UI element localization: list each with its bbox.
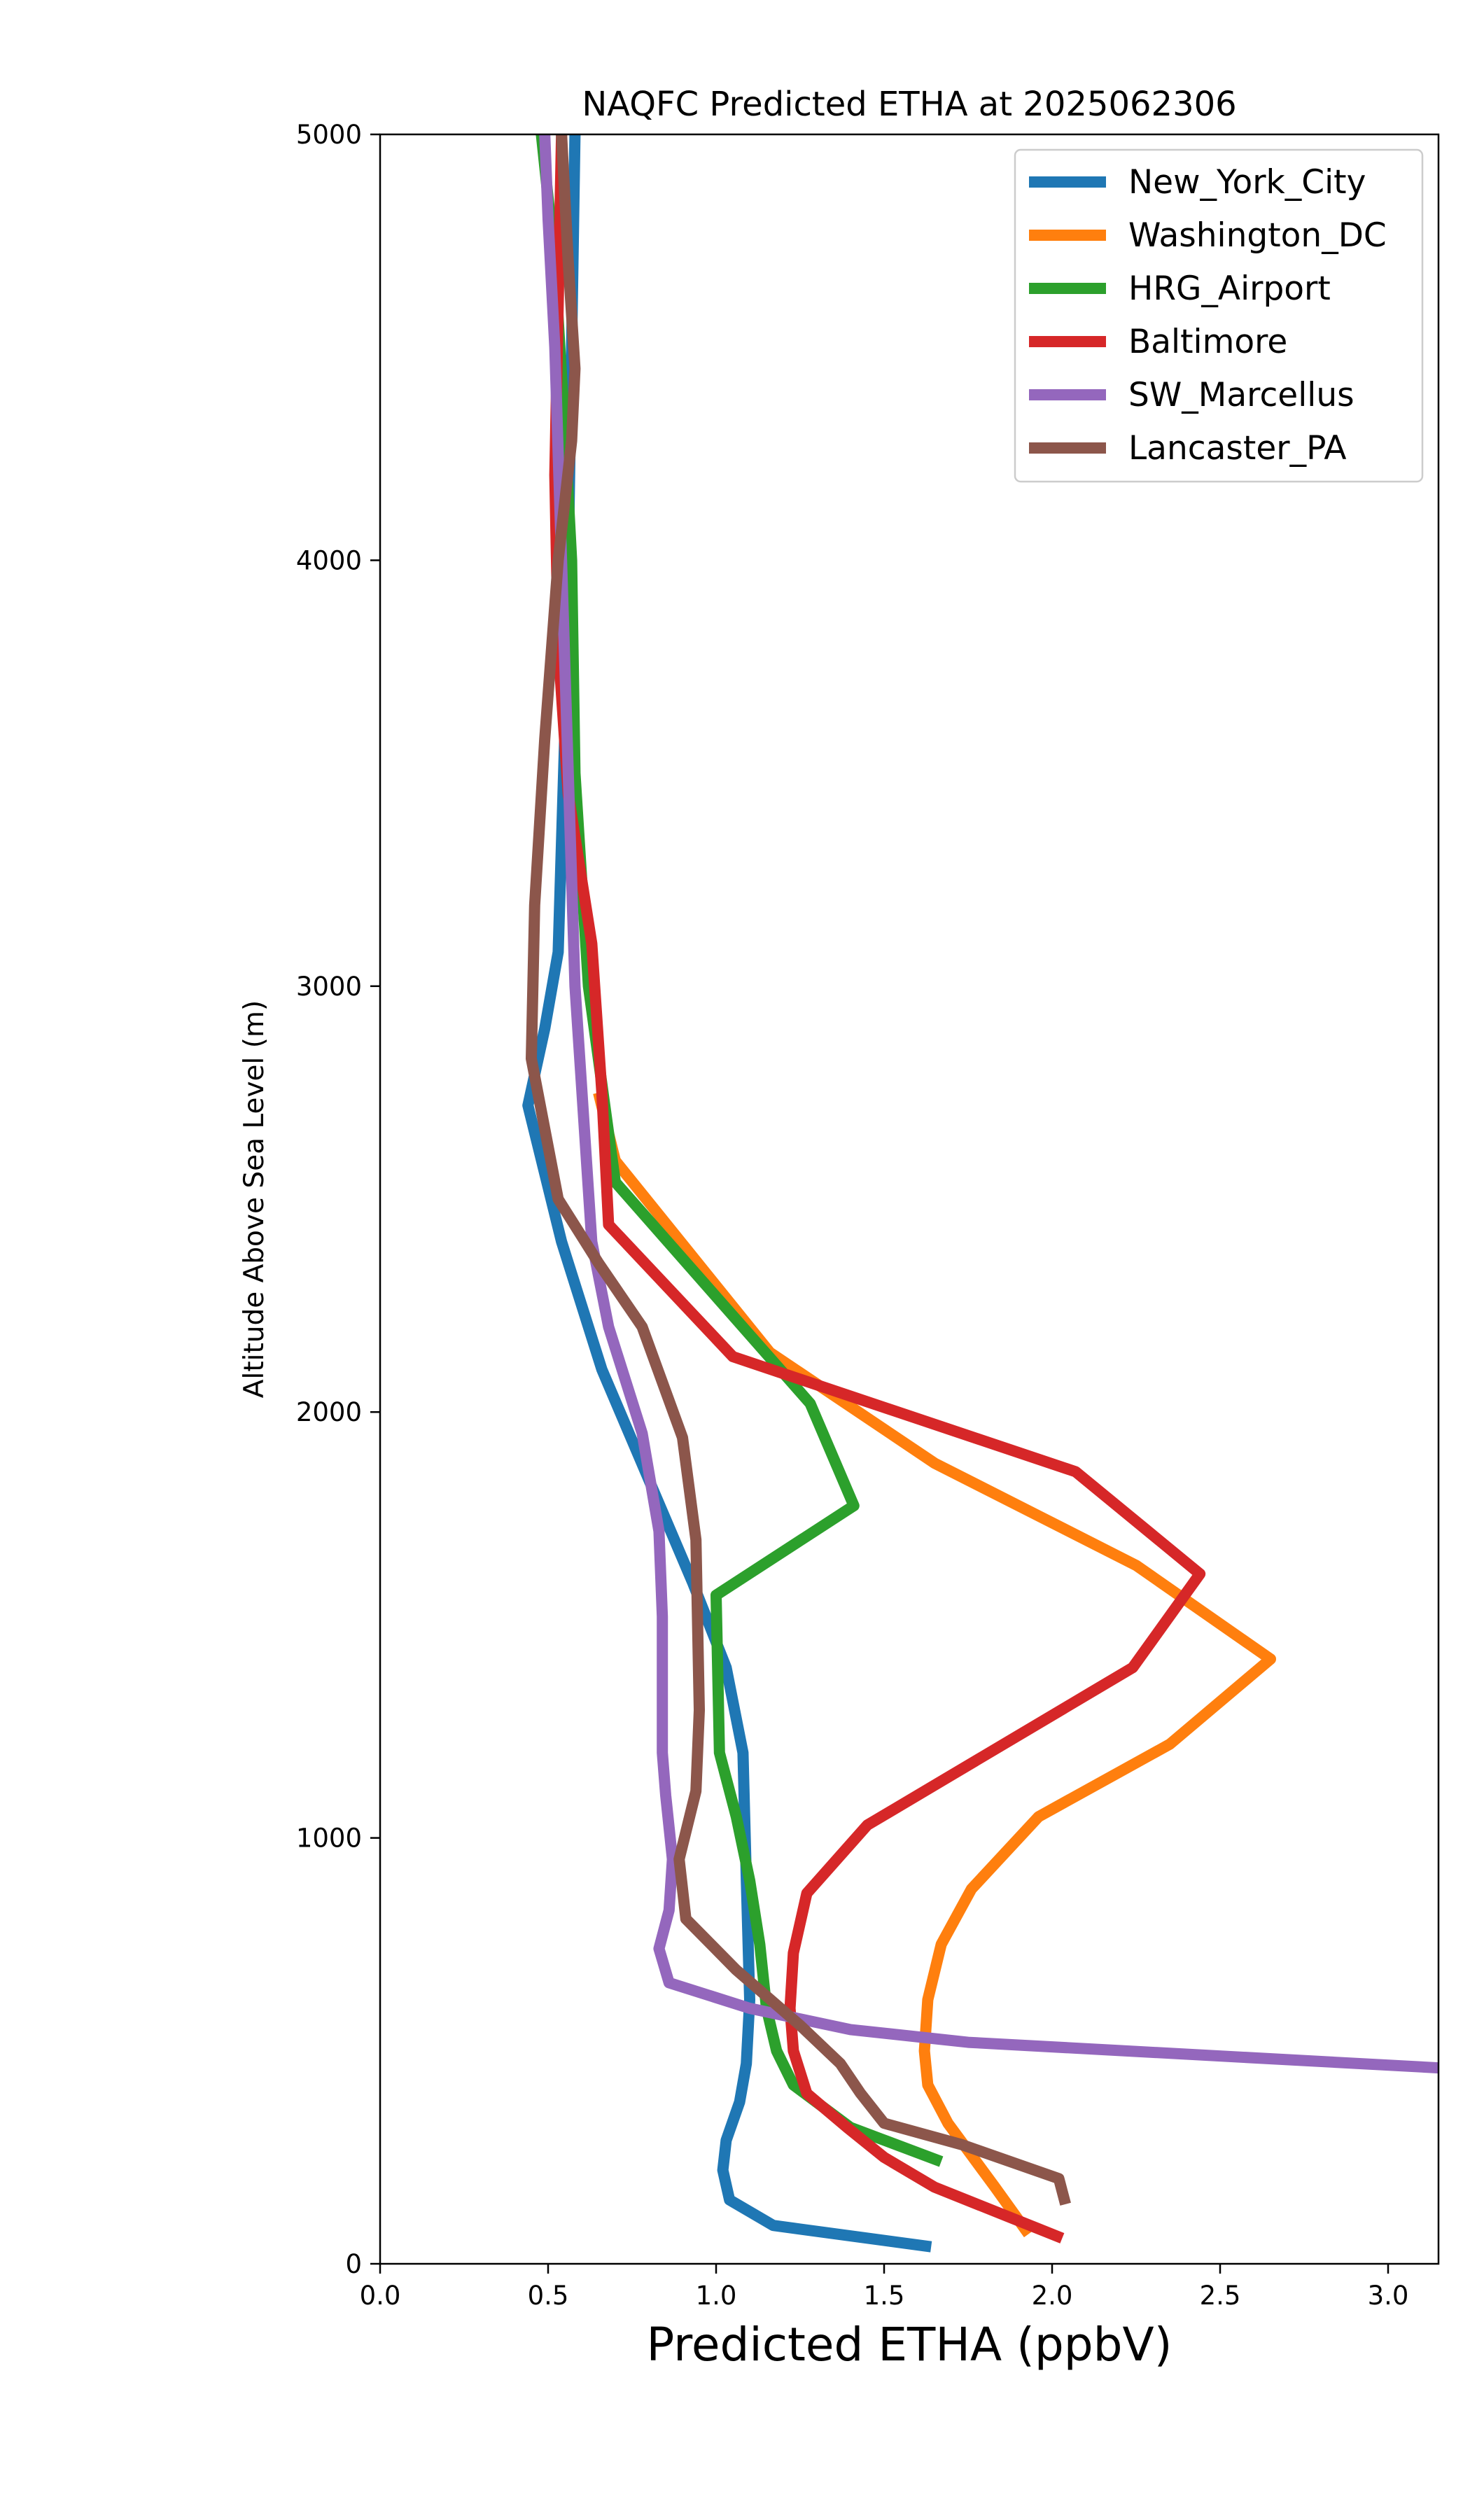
y-tick-label: 1000 bbox=[296, 1823, 362, 1854]
series-line-washington-dc bbox=[593, 1091, 1276, 2238]
chart-title: NAQFC Predicted ETHA at 2025062306 bbox=[582, 85, 1236, 124]
series-line-lancaster-pa bbox=[526, 134, 1071, 2206]
x-axis-label: Predicted ETHA (ppbV) bbox=[647, 2318, 1172, 2372]
series-layer bbox=[522, 134, 1438, 2253]
x-tick-label: 0.0 bbox=[360, 2281, 401, 2311]
x-tick-label: 0.5 bbox=[528, 2281, 569, 2311]
legend-label-lancaster-pa: Lancaster_PA bbox=[1128, 429, 1347, 468]
y-tick-label: 0 bbox=[345, 2249, 362, 2279]
series-line-sw-marcellus bbox=[539, 134, 1438, 2074]
x-axis: 0.0 0.5 1.0 1.5 2.0 2.5 3.0 bbox=[360, 2264, 1409, 2311]
legend-box bbox=[1014, 148, 1424, 483]
legend-label-new-york-city: New_York_City bbox=[1128, 163, 1366, 202]
legend-label-hrg-airport: HRG_Airport bbox=[1128, 270, 1331, 308]
y-axis-label: Altitude Above Sea Level (m) bbox=[239, 1000, 270, 1398]
series-line-new-york-city bbox=[522, 134, 932, 2253]
legend-label-baltimore: Baltimore bbox=[1128, 323, 1287, 361]
y-tick-label: 5000 bbox=[296, 120, 362, 150]
y-axis: 0 1000 2000 3000 4000 5000 bbox=[296, 120, 380, 2279]
legend-label-sw-marcellus: SW_Marcellus bbox=[1128, 376, 1354, 414]
x-tick-label: 1.5 bbox=[864, 2281, 905, 2311]
series-line-hrg-airport bbox=[536, 134, 944, 2167]
plot-frame bbox=[379, 133, 1440, 2265]
x-tick-label: 2.5 bbox=[1200, 2281, 1241, 2311]
x-tick-label: 2.0 bbox=[1032, 2281, 1073, 2311]
y-tick-label: 3000 bbox=[296, 972, 362, 1002]
x-tick-label: 1.0 bbox=[696, 2281, 737, 2311]
legend: New_York_City Washington_DC HRG_Airport Bal… bbox=[1014, 148, 1424, 483]
y-tick-label: 4000 bbox=[296, 545, 362, 575]
x-tick-label: 3.0 bbox=[1368, 2281, 1409, 2311]
legend-label-washington-dc: Washington_DC bbox=[1128, 216, 1387, 255]
y-tick-label: 2000 bbox=[296, 1397, 362, 1427]
